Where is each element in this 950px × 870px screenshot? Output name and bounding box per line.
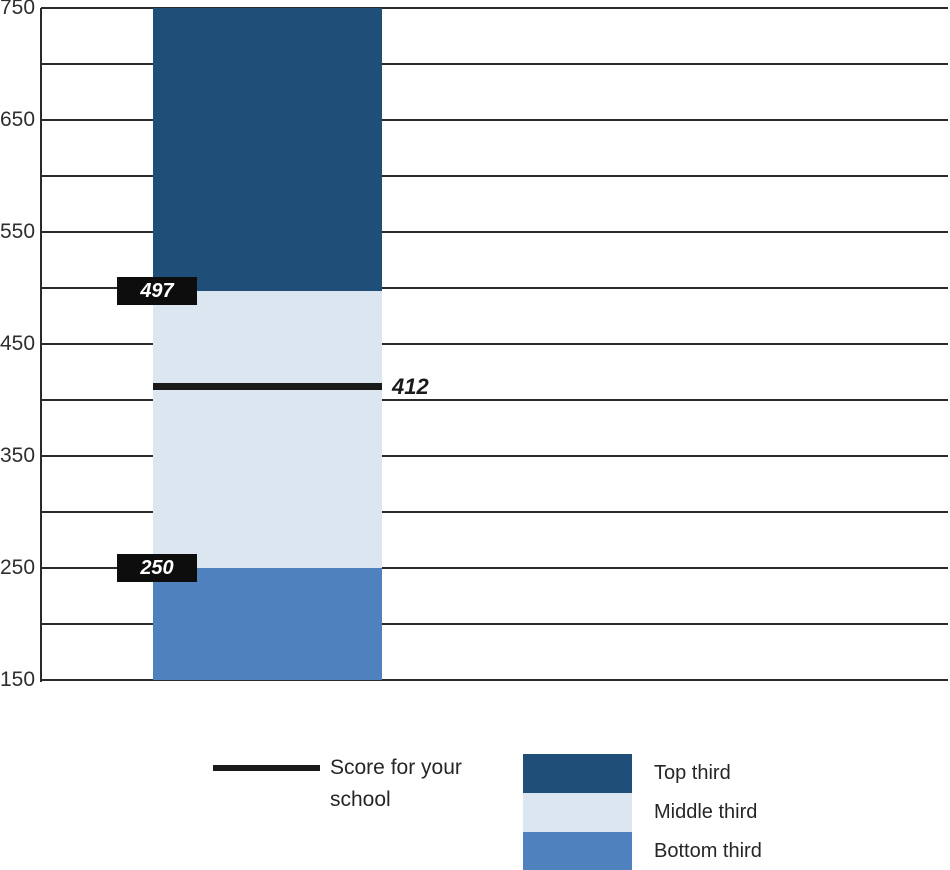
- gridline-300: [41, 511, 948, 513]
- legend-entry-middle-third: Middle third: [523, 793, 943, 832]
- legend-label-top-third: Top third: [654, 762, 731, 784]
- legend-swatch-top-third: [523, 754, 632, 793]
- boundary-marker-250: 250: [117, 554, 197, 582]
- boundary-marker-497: 497: [117, 277, 197, 306]
- gridline-750: [41, 7, 948, 9]
- legend-swatches: Top third Middle third Bottom third: [523, 754, 943, 870]
- score-line-value-label: 412: [392, 373, 429, 399]
- score-line-legend-swatch: [213, 765, 320, 771]
- legend-entry-score-for-your-school: Score for your school: [213, 752, 480, 816]
- gridline-250: [41, 567, 948, 569]
- plot-area: 750 650 550 450 350 250 150 412 497 250: [0, 0, 948, 691]
- gridline-200: [41, 623, 948, 625]
- legend-swatch-bottom-third: [523, 832, 632, 870]
- y-tick-label-550: 550: [0, 220, 36, 243]
- gridline-600: [41, 175, 948, 177]
- bar-segment-bottom-third: [153, 568, 382, 680]
- y-tick-label-450: 450: [0, 332, 36, 355]
- y-tick-label-350: 350: [0, 444, 36, 467]
- legend-label-middle-third: Middle third: [654, 801, 758, 823]
- legend-entry-bottom-third: Bottom third: [523, 832, 943, 870]
- gridline-400: [41, 399, 948, 401]
- gridline-650: [41, 119, 948, 121]
- bar-segment-top-third: [153, 8, 382, 292]
- legend-entry-top-third: Top third: [523, 754, 943, 793]
- bar-segment-middle-third: [153, 291, 382, 568]
- score-line: [153, 382, 382, 390]
- y-tick-label-150: 150: [0, 668, 36, 691]
- y-axis-line: [40, 8, 42, 682]
- gridline-450: [41, 343, 948, 345]
- legend-label-bottom-third: Bottom third: [654, 840, 762, 862]
- gridline-550: [41, 231, 948, 233]
- gridline-700: [41, 63, 948, 65]
- y-tick-label-750: 750: [0, 0, 36, 19]
- gridline-350: [41, 455, 948, 457]
- gridline-500: [41, 287, 948, 289]
- gridline-150: [41, 679, 948, 681]
- score-line-legend-label: Score for your school: [330, 756, 462, 811]
- y-tick-label-250: 250: [0, 556, 36, 579]
- legend-swatch-middle-third: [523, 793, 632, 832]
- y-tick-label-650: 650: [0, 108, 36, 131]
